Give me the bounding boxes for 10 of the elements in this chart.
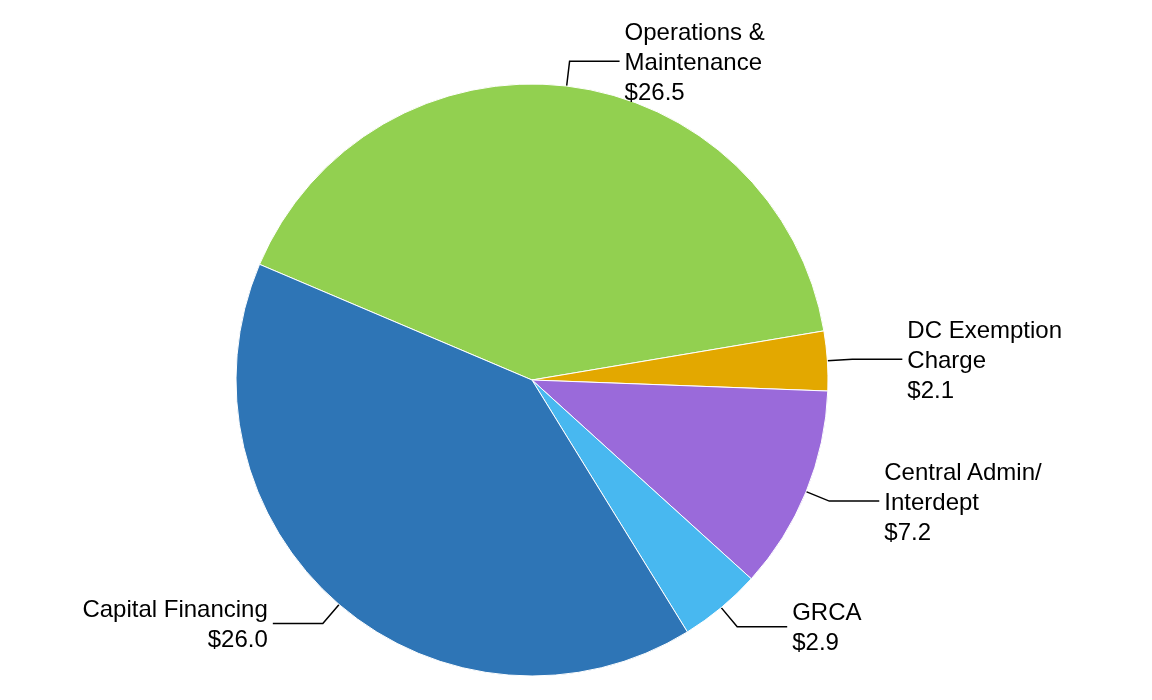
- data-label: $2.9: [792, 628, 839, 656]
- slice-label: GRCA: [792, 598, 862, 626]
- data-label: $26.0: [207, 624, 268, 652]
- slice-label: Operations & Maintenance: [624, 17, 772, 75]
- data-label: $2.1: [907, 375, 955, 403]
- slice-label: Capital Financing: [82, 594, 268, 622]
- data-label: $7.2: [884, 517, 931, 545]
- slice-label: DC Exemption Charge: [907, 315, 1069, 373]
- slice-label: Central Admin/Interdept: [884, 457, 1043, 515]
- data-label: $26.5: [624, 77, 685, 105]
